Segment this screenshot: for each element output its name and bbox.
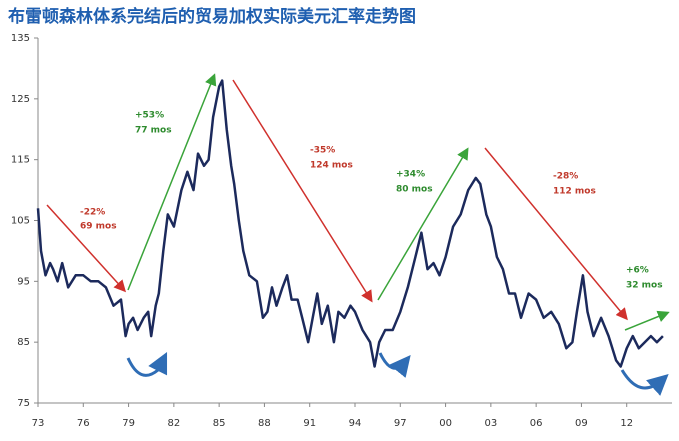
- x-tick-label: 82: [167, 418, 180, 429]
- arrow: [46, 204, 127, 293]
- annotation: -35%: [310, 146, 335, 156]
- annotation: -22%: [80, 208, 105, 218]
- annotation: 124 mos: [310, 161, 353, 171]
- x-tick-label: 00: [439, 418, 452, 429]
- y-tick-label: 135: [11, 33, 30, 44]
- annotation: +53%: [135, 111, 164, 121]
- x-tick-label: 06: [530, 418, 543, 429]
- annotation: 80 mos: [396, 185, 433, 195]
- x-tick-label: 12: [620, 418, 633, 429]
- y-tick-label: 115: [11, 155, 30, 166]
- arrow: [377, 147, 469, 301]
- arrow: [127, 73, 217, 291]
- x-tick-label: 79: [122, 418, 135, 429]
- annotation: 112 mos: [553, 187, 596, 197]
- annotation: +34%: [396, 170, 425, 180]
- annotation: 77 mos: [135, 126, 172, 136]
- x-tick-label: 85: [213, 418, 226, 429]
- curved-arrow: [378, 352, 411, 378]
- data-line: [36, 79, 664, 368]
- curved-arrow: [126, 351, 168, 377]
- chart-title: 布雷顿森林体系完结后的贸易加权实际美元汇率走势图: [8, 6, 416, 27]
- arrows: [46, 73, 670, 396]
- y-tick-label: 95: [17, 276, 30, 287]
- annotation: 32 mos: [626, 281, 663, 291]
- x-tick-label: 91: [303, 418, 316, 429]
- x-tick-label: 94: [349, 418, 362, 429]
- x-tick-label: 03: [484, 418, 497, 429]
- x-tick-label: 88: [258, 418, 271, 429]
- x-tick-label: 76: [77, 418, 90, 429]
- annotation: -28%: [553, 172, 578, 182]
- y-tick-label: 75: [17, 398, 30, 409]
- arrow: [232, 79, 373, 303]
- x-tick-label: 09: [575, 418, 588, 429]
- y-tick-label: 105: [11, 216, 30, 227]
- y-tick-label: 125: [11, 94, 30, 105]
- y-tick-label: 85: [17, 337, 30, 348]
- x-tick-label: 73: [32, 418, 45, 429]
- arrow: [624, 310, 670, 331]
- x-tick-label: 97: [394, 418, 407, 429]
- annotation: +6%: [626, 266, 649, 276]
- annotation: 69 mos: [80, 222, 117, 232]
- curved-arrow: [620, 369, 669, 396]
- arrow: [484, 147, 628, 321]
